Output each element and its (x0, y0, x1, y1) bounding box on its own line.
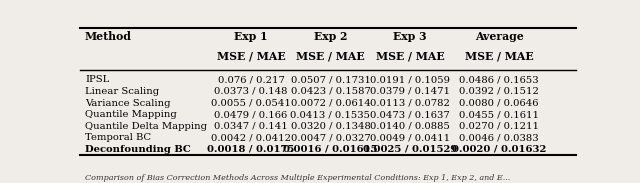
Text: IPSL: IPSL (85, 75, 109, 84)
Text: 0.0080 / 0.0646: 0.0080 / 0.0646 (460, 98, 539, 108)
Text: Variance Scaling: Variance Scaling (85, 98, 170, 108)
Text: Comparison of Bias Correction Methods Across Multiple Experimental Conditions: E: Comparison of Bias Correction Methods Ac… (85, 174, 510, 182)
Text: 0.0392 / 0.1512: 0.0392 / 0.1512 (459, 87, 539, 96)
Text: 0.0018 / 0.0175: 0.0018 / 0.0175 (207, 145, 295, 154)
Text: MSE / MAE: MSE / MAE (376, 50, 444, 61)
Text: Average: Average (475, 31, 524, 42)
Text: Method: Method (85, 31, 132, 42)
Text: 0.0055 / 0.0541: 0.0055 / 0.0541 (211, 98, 291, 108)
Text: 0.0020 / 0.01632: 0.0020 / 0.01632 (452, 145, 547, 154)
Text: Temporal BC: Temporal BC (85, 133, 151, 142)
Text: 0.0113 / 0.0782: 0.0113 / 0.0782 (370, 98, 450, 108)
Text: MSE / MAE: MSE / MAE (296, 50, 365, 61)
Text: 0.0047 / 0.0327: 0.0047 / 0.0327 (291, 133, 371, 142)
Text: 0.0379 / 0.1471: 0.0379 / 0.1471 (370, 87, 450, 96)
Text: Quantile Delta Mapping: Quantile Delta Mapping (85, 122, 207, 131)
Text: 0.0191 / 0.1059: 0.0191 / 0.1059 (370, 75, 450, 84)
Text: 0.0473 / 0.1637: 0.0473 / 0.1637 (370, 110, 450, 119)
Text: Exp 2: Exp 2 (314, 31, 348, 42)
Text: 0.0046 / 0.0383: 0.0046 / 0.0383 (460, 133, 539, 142)
Text: 0.0347 / 0.141: 0.0347 / 0.141 (214, 122, 288, 131)
Text: Exp 3: Exp 3 (393, 31, 427, 42)
Text: MSE / MAE: MSE / MAE (217, 50, 285, 61)
Text: 0.0507 / 0.1731: 0.0507 / 0.1731 (291, 75, 371, 84)
Text: Exp 1: Exp 1 (234, 31, 268, 42)
Text: Quantile Mapping: Quantile Mapping (85, 110, 177, 119)
Text: 0.0486 / 0.1653: 0.0486 / 0.1653 (460, 75, 539, 84)
Text: 0.0016 / 0.01615: 0.0016 / 0.01615 (283, 145, 378, 154)
Text: MSE / MAE: MSE / MAE (465, 50, 533, 61)
Text: 0.0479 / 0.166: 0.0479 / 0.166 (214, 110, 288, 119)
Text: 0.0072 / 0.0614: 0.0072 / 0.0614 (291, 98, 371, 108)
Text: Linear Scaling: Linear Scaling (85, 87, 159, 96)
Text: 0.076 / 0.217: 0.076 / 0.217 (218, 75, 285, 84)
Text: 0.0140 / 0.0885: 0.0140 / 0.0885 (370, 122, 450, 131)
Text: 0.0373 / 0.148: 0.0373 / 0.148 (214, 87, 288, 96)
Text: 0.0049 / 0.0411: 0.0049 / 0.0411 (370, 133, 450, 142)
Text: 0.0455 / 0.1611: 0.0455 / 0.1611 (459, 110, 539, 119)
Text: 0.0413 / 0.1535: 0.0413 / 0.1535 (291, 110, 371, 119)
Text: 0.0042 / 0.0412: 0.0042 / 0.0412 (211, 133, 291, 142)
Text: 0.0423 / 0.1587: 0.0423 / 0.1587 (291, 87, 371, 96)
Text: 0.0320 / 0.1348: 0.0320 / 0.1348 (291, 122, 371, 131)
Text: 0.0270 / 0.1211: 0.0270 / 0.1211 (459, 122, 539, 131)
Text: Deconfounding BC: Deconfounding BC (85, 145, 191, 154)
Text: 0.0025 / 0.01529: 0.0025 / 0.01529 (363, 145, 457, 154)
